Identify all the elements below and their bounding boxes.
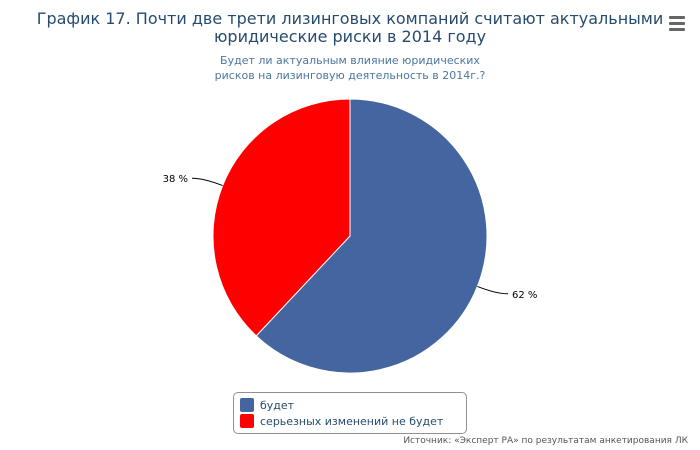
chart-subtitle: Будет ли актуальным влияние юридических … [150, 53, 550, 83]
hamburger-menu-icon [669, 16, 685, 31]
chart-menu-button[interactable] [665, 12, 689, 34]
legend-symbol-ne-budet [240, 414, 254, 428]
legend-symbol-budet [240, 398, 254, 412]
legend-item-budet[interactable]: будет [240, 397, 460, 413]
chart-subtitle-line-2: рисков на лизинговую деятельность в 2014… [214, 69, 486, 82]
chart-title-line-1: График 17. Почти две трети лизинговых ко… [36, 9, 664, 28]
chart-title: График 17. Почти две трети лизинговых ко… [30, 10, 670, 46]
source-note: Источник: «Эксперт РА» по результатам ан… [403, 436, 688, 446]
chart-title-line-2: юридические риски в 2014 году [213, 27, 487, 46]
pie-connector-0 [477, 285, 508, 295]
pie-connector-1 [192, 177, 223, 187]
pie-chart: 62 % 38 % [163, 98, 537, 374]
legend-label-budet: будет [260, 398, 295, 412]
chart-legend: будет серьезных изменений не будет [233, 392, 467, 434]
pie-slice-0[interactable] [255, 98, 488, 374]
legend-item-ne-budet[interactable]: серьезных изменений не будет [240, 413, 460, 429]
pie-data-label-1: 38 % [163, 174, 188, 185]
chart-subtitle-line-1: Будет ли актуальным влияние юридических [220, 54, 480, 67]
legend-label-ne-budet: серьезных изменений не будет [260, 414, 444, 428]
pie-data-label-0: 62 % [512, 290, 537, 301]
